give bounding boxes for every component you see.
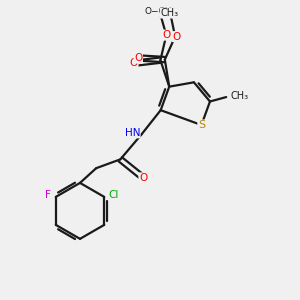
Text: O: O (172, 32, 181, 42)
Text: HN: HN (124, 128, 140, 138)
Text: S: S (198, 120, 205, 130)
Text: O: O (162, 30, 170, 40)
Text: O: O (134, 53, 142, 63)
Text: O: O (139, 173, 147, 183)
Text: F: F (46, 190, 51, 200)
Text: O−CH₃: O−CH₃ (145, 7, 176, 16)
Text: CH₃: CH₃ (160, 8, 178, 18)
Text: Cl: Cl (109, 190, 119, 200)
Text: CH₃: CH₃ (231, 91, 249, 100)
Text: O: O (130, 58, 138, 68)
